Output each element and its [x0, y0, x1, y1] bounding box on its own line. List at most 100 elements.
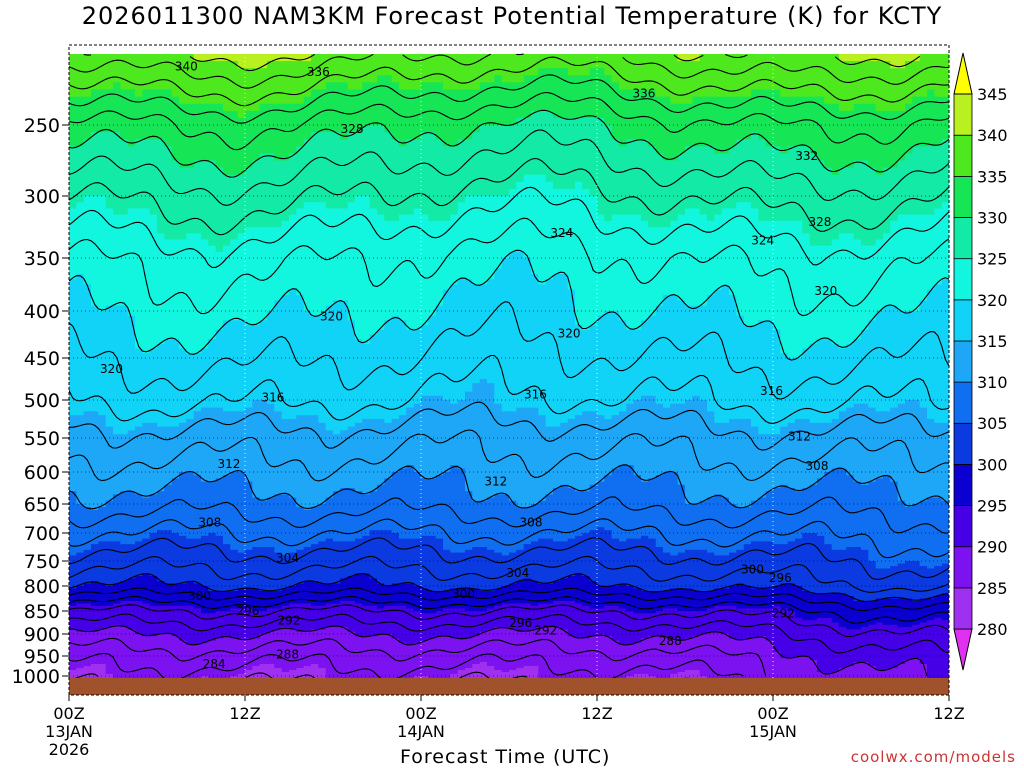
- contour-label: 336: [307, 65, 330, 79]
- contour-label: 340: [175, 59, 198, 73]
- colorbar-label: 335: [977, 167, 1008, 186]
- x-date-label: 14JAN: [397, 722, 445, 741]
- x-tick-label: 12Z: [933, 704, 964, 723]
- colorbar-segment: [953, 52, 973, 95]
- contour-label: 292: [534, 623, 557, 637]
- colorbar-segment: [953, 340, 973, 383]
- contour-label: 300: [188, 589, 211, 603]
- contour-label: 316: [760, 384, 783, 398]
- y-tick-label: 650: [24, 494, 60, 516]
- x-tick-label: 12Z: [581, 704, 612, 723]
- colorbar-label: 310: [977, 373, 1008, 392]
- colorbar-segment: [953, 463, 973, 506]
- colorbar-label: 315: [977, 332, 1008, 351]
- colorbar-label: 345: [977, 85, 1008, 104]
- colorbar-segment: [953, 422, 973, 465]
- y-tick-label: 250: [24, 115, 60, 137]
- ground-surface: [69, 678, 949, 695]
- colorbar-label: 290: [977, 538, 1008, 557]
- contour-label: 292: [772, 606, 795, 620]
- contour-label: 292: [278, 614, 301, 628]
- contour-label: 300: [452, 587, 475, 601]
- contour-label: 316: [524, 387, 547, 401]
- contour-label: 332: [795, 149, 818, 163]
- colorbar-segment: [953, 258, 973, 301]
- source-credit: coolwx.com/models: [850, 748, 1016, 766]
- contour-label: 308: [806, 459, 829, 473]
- colorbar-label: 325: [977, 250, 1008, 269]
- x-axis-label: Forecast Time (UTC): [400, 746, 611, 768]
- contour-label: 296: [769, 571, 792, 585]
- colorbar-label: 285: [977, 579, 1008, 598]
- colorbar-segment: [953, 299, 973, 342]
- contour-label: 328: [808, 215, 831, 229]
- colorbar-segment: [953, 546, 973, 589]
- contour-label: 288: [659, 634, 682, 648]
- contour-label: 316: [261, 391, 284, 405]
- contour-label: 284: [203, 657, 226, 671]
- colorbar-segment: [953, 175, 973, 218]
- x-date-label: 13JAN: [45, 722, 93, 741]
- contour-labels: 340 336 336 328 332 328 324 324 320 320 320 320 316 3…: [100, 59, 837, 670]
- y-tick-label: 450: [24, 348, 60, 370]
- contour-label: 320: [320, 310, 343, 324]
- y-tick-label: 500: [24, 390, 60, 412]
- contour-label: 308: [198, 515, 221, 529]
- contour-label: 324: [550, 226, 573, 240]
- y-tick-label: 400: [24, 301, 60, 323]
- contour-label: 308: [520, 515, 543, 529]
- y-tick-label: 550: [24, 428, 60, 450]
- contour-label: 312: [788, 430, 811, 444]
- colorbar-segment: [953, 134, 973, 177]
- colorbar: 280 285 290 295 300 305 310 315 320 325 330 335 340 3…: [953, 52, 1008, 671]
- colorbar-label: 300: [977, 455, 1008, 474]
- colorbar-label: 330: [977, 209, 1008, 228]
- y-axis: 2503003504004505005506006507007508008509…: [12, 115, 69, 688]
- chart-title: 2026011300 NAM3KM Forecast Potential Tem…: [81, 2, 943, 30]
- contour-label: 300: [741, 563, 764, 577]
- contour-label: 312: [484, 474, 507, 488]
- grid-lines: [68, 45, 950, 695]
- colorbar-segment: [953, 381, 973, 424]
- y-tick-label: 950: [24, 646, 60, 668]
- contour-label: 320: [100, 362, 123, 376]
- colorbar-label: 280: [977, 620, 1008, 639]
- contour-label: 296: [236, 604, 259, 618]
- contour-label: 296: [509, 616, 532, 630]
- y-tick-label: 750: [24, 551, 60, 573]
- y-tick-label: 300: [24, 186, 60, 208]
- contour-label: 304: [506, 566, 529, 580]
- contour-label: 320: [814, 284, 837, 298]
- x-tick-label: 12Z: [229, 704, 260, 723]
- contour-label: 324: [751, 233, 774, 247]
- colorbar-segment: [953, 587, 973, 630]
- y-tick-label: 800: [24, 576, 60, 598]
- colorbar-label: 320: [977, 291, 1008, 310]
- x-tick-label: 00Z: [757, 704, 788, 723]
- colorbar-label: 295: [977, 497, 1008, 516]
- x-tick-label: 00Z: [405, 704, 436, 723]
- contour-label: 320: [558, 327, 581, 341]
- colorbar-label: 340: [977, 126, 1008, 145]
- y-tick-label: 350: [24, 248, 60, 270]
- colorbar-segment: [953, 505, 973, 548]
- y-tick-label: 700: [24, 523, 60, 545]
- colorbar-label: 305: [977, 414, 1008, 433]
- isentrope-contours: [69, 53, 949, 681]
- x-date-label: 15JAN: [749, 722, 797, 741]
- colorbar-segment: [953, 217, 973, 260]
- y-tick-label: 1000: [12, 666, 60, 688]
- contour-label: 312: [217, 457, 240, 471]
- plot-frame: [68, 44, 950, 696]
- contour-label: 336: [632, 86, 655, 100]
- colorbar-segment: [953, 93, 973, 136]
- colorbar-segment: [953, 628, 973, 671]
- y-tick-label: 600: [24, 462, 60, 484]
- y-tick-label: 850: [24, 601, 60, 623]
- contour-label: 304: [276, 551, 299, 565]
- y-tick-label: 900: [24, 624, 60, 646]
- x-year-label: 2026: [49, 740, 90, 759]
- contour-label: 288: [276, 647, 299, 661]
